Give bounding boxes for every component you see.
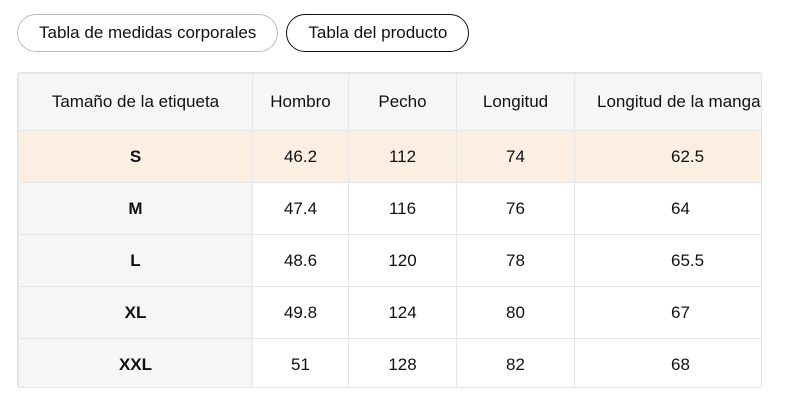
- size-label: XXL: [18, 338, 253, 387]
- header-cell: Tamaño de la etiqueta: [18, 73, 253, 131]
- measure-cell: 65.5: [574, 234, 761, 287]
- measure-cell: 82: [456, 338, 575, 387]
- table-row: M 47.4 116 76 64: [18, 182, 761, 235]
- table-container: Tamaño de la etiqueta Hombro Pecho Longitud…: [17, 72, 762, 388]
- measure-cell: 68: [574, 338, 761, 387]
- table-body: S 46.2 112 74 62.5 M 47.4 116 76 64 L 48.6 120 78 65.5…: [18, 130, 761, 387]
- size-label: S: [18, 130, 253, 183]
- tab-active[interactable]: Tabla del producto: [286, 14, 470, 52]
- header-cell: Pecho: [348, 73, 457, 131]
- header-row: Tamaño de la etiqueta Hombro Pecho Longitud…: [18, 73, 761, 131]
- measure-cell: 74: [456, 130, 575, 183]
- measure-cell: 64: [574, 182, 761, 235]
- measure-cell: 51: [252, 338, 349, 387]
- measure-cell: 47.4: [252, 182, 349, 235]
- measure-cell: 124: [348, 286, 457, 339]
- table-row: XL 49.8 124 80 67: [18, 286, 761, 339]
- measure-cell: 112: [348, 130, 457, 183]
- measure-cell: 116: [348, 182, 457, 235]
- table-row: XXL 51 128 82 68: [18, 338, 761, 387]
- header-cell: Hombro: [252, 73, 349, 131]
- size-table: Tamaño de la etiqueta Hombro Pecho Longitud…: [18, 73, 761, 387]
- measure-cell: 78: [456, 234, 575, 287]
- header-cell: Longitud: [456, 73, 575, 131]
- measure-cell: 62.5: [574, 130, 761, 183]
- header-cell: Longitud de la manga: [574, 73, 761, 131]
- measure-cell: 46.2: [252, 130, 349, 183]
- table-row: S 46.2 112 74 62.5: [18, 130, 761, 183]
- size-label: XL: [18, 286, 253, 339]
- measure-cell: 48.6: [252, 234, 349, 287]
- measure-cell: 120: [348, 234, 457, 287]
- measure-cell: 76: [456, 182, 575, 235]
- size-label: L: [18, 234, 253, 287]
- tab[interactable]: Tabla de medidas corporales: [17, 14, 279, 52]
- table-row: L 48.6 120 78 65.5: [18, 234, 761, 287]
- measure-cell: 67: [574, 286, 761, 339]
- tab-bar: Tabla de medidas corporales Tabla del pr…: [17, 14, 470, 52]
- measure-cell: 49.8: [252, 286, 349, 339]
- measure-cell: 128: [348, 338, 457, 387]
- measure-cell: 80: [456, 286, 575, 339]
- size-label: M: [18, 182, 253, 235]
